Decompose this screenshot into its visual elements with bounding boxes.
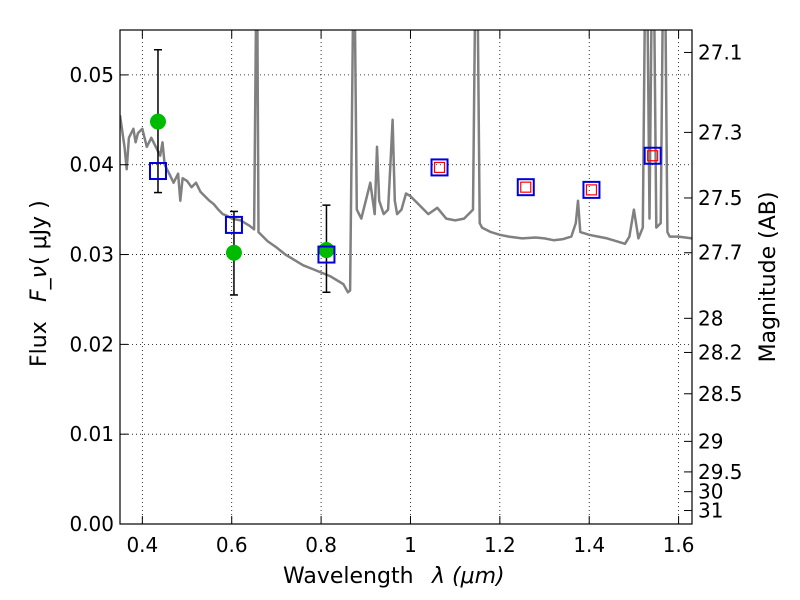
model-flux-small-square [433,161,446,174]
x-tick-label: 1 [404,533,417,557]
model-spectrum-line [120,30,692,294]
y-axis-label: Flux [27,321,52,367]
model-flux-square [224,215,243,234]
y2-tick-label: 28.5 [698,382,743,406]
y2-axis-label-group: Magnitude (AB) [756,192,781,363]
x-axis-label-unit: λ (μm) [431,564,505,589]
y2-tick-label: 29.5 [698,460,743,484]
y2-tick-label: 27.7 [698,241,743,265]
y2-tick-label: 31 [698,499,723,523]
y-tick-label: 0.04 [69,153,114,177]
x-tick-label: 0.4 [126,533,158,557]
x-tick-label: 1.2 [484,533,516,557]
model-flux-square [582,180,601,199]
plot-frame [119,29,693,525]
y-tick-label: 0.02 [69,332,114,356]
model-flux-square [516,178,535,197]
y2-tick-label: 27.3 [698,120,743,144]
y-tick-label: 0.03 [69,243,114,267]
model-flux-square [317,245,336,264]
y2-tick-label: 27.5 [698,186,743,210]
y-axis-label-symbol: F_ν [27,266,52,302]
y2-tick-label: 30 [698,480,723,504]
x-tick-label: 0.6 [216,533,248,557]
y2-axis-label: Magnitude (AB) [756,192,781,363]
y-axis-label-unit: ( μJy ) [27,200,52,265]
data-layer [120,30,692,296]
y2-tick-label: 28 [698,306,723,330]
model-flux-small-square [647,150,659,162]
y-axis-label-group: Flux F_ν ( μJy ) [27,200,52,367]
y2-tick-label: 29 [698,429,723,453]
x-tick-label: 0.8 [305,533,337,557]
x-axis-label: Wavelength [283,564,414,589]
observed-flux-point [318,242,335,259]
grid-lines [120,30,692,524]
tick-marks [120,30,692,525]
y-tick-label: 0.05 [69,63,114,87]
model-flux-small-square [585,184,598,196]
model-flux-square [643,146,662,165]
y-tick-label: 0.01 [69,422,114,446]
observed-flux-point [225,244,242,261]
x-tick-label: 1.6 [663,533,695,557]
model-flux-square [430,158,449,177]
model-flux-small-square [520,181,532,193]
x-tick-label: 1.4 [573,533,605,557]
y-tick-label: 0.00 [69,512,114,536]
observed-flux-point [149,113,166,130]
model-flux-square [148,162,167,181]
y2-tick-label: 28.2 [698,340,743,364]
tick-labels: 0.4 0.6 0.8 1 1.2 1.4 1.6 0.00 0.01 0.02 0.03 0.04 0… [69,40,742,557]
y2-tick-label: 27.1 [698,40,743,64]
plot-area [120,30,692,296]
